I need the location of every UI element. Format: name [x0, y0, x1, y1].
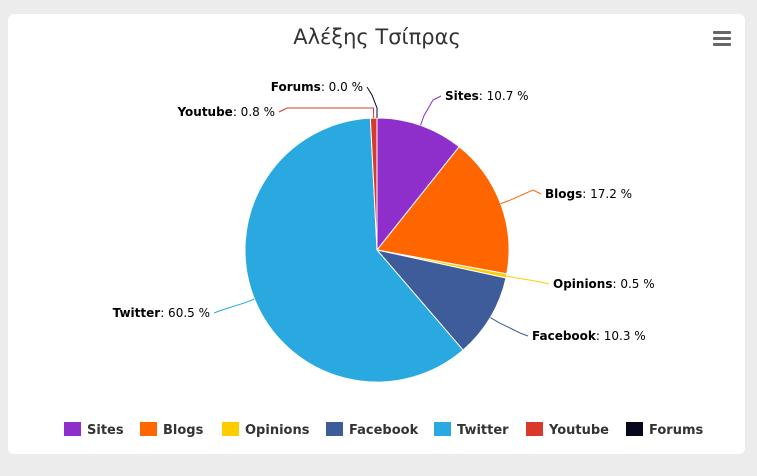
legend-swatch-forums [626, 422, 643, 436]
legend-swatch-blogs [140, 422, 157, 436]
connector-sites [420, 95, 442, 126]
connector-twitter [213, 298, 255, 314]
legend-label-forums: Forums [649, 423, 703, 438]
legend-label-twitter: Twitter [457, 423, 509, 438]
connector-blogs [500, 189, 542, 205]
connector-forums [366, 86, 378, 118]
legend-item-forums[interactable]: Forums [626, 422, 703, 438]
data-label-youtube: Youtube: 0.8 % [176, 105, 275, 119]
data-label-opinions: Opinions: 0.5 % [553, 277, 655, 291]
pie-slice-blogs[interactable] [376, 146, 510, 275]
legend-label-sites: Sites [87, 423, 124, 438]
data-label-twitter: Twitter: 60.5 % [113, 306, 210, 320]
hamburger-menu-icon[interactable] [710, 28, 734, 50]
connector-facebook [490, 317, 529, 337]
data-label-facebook: Facebook: 10.3 % [532, 329, 646, 343]
connector-youtube [278, 107, 375, 119]
legend-swatch-twitter [434, 422, 451, 436]
legend-swatch-facebook [326, 422, 343, 436]
legend-label-youtube: Youtube [548, 423, 609, 438]
legend-item-youtube[interactable]: Youtube [526, 422, 609, 438]
legend-swatch-youtube [526, 422, 543, 436]
data-label-forums: Forums: 0.0 % [271, 80, 363, 94]
data-label-blogs: Blogs: 17.2 % [545, 187, 632, 201]
legend-item-twitter[interactable]: Twitter [434, 422, 509, 438]
data-label-sites: Sites: 10.7 % [445, 89, 529, 103]
legend-swatch-sites [64, 422, 81, 436]
connector-opinions [506, 275, 550, 285]
legend-item-blogs[interactable]: Blogs [140, 422, 204, 438]
pie-slice-twitter[interactable] [244, 117, 464, 383]
legend-swatch-opinions [222, 422, 239, 436]
pie-slice-facebook[interactable] [375, 249, 507, 351]
legend-item-opinions[interactable]: Opinions [222, 422, 310, 438]
legend-label-blogs: Blogs [163, 423, 204, 438]
legend-item-sites[interactable]: Sites [64, 422, 124, 438]
chart-title: Αλέξης Τσίπρας [293, 25, 461, 49]
legend-item-facebook[interactable]: Facebook [326, 422, 419, 438]
legend-label-opinions: Opinions [245, 423, 310, 438]
legend-label-facebook: Facebook [349, 423, 419, 438]
